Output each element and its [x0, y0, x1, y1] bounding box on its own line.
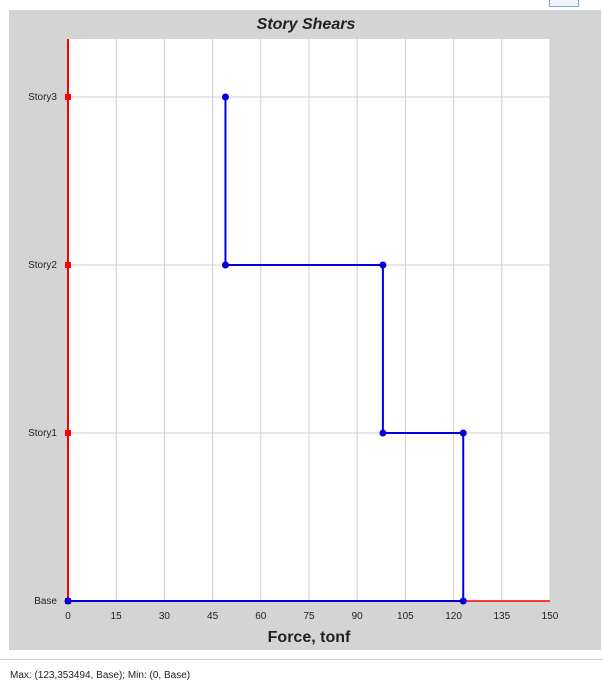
data-point: [221, 93, 229, 101]
x-tick-label: 90: [352, 611, 364, 622]
series-group: [64, 93, 467, 605]
x-tick-label: 30: [159, 611, 171, 622]
data-point: [459, 597, 467, 605]
y-axis-marker: [65, 262, 71, 268]
chart-title: Story Shears: [257, 16, 356, 33]
window-control-button[interactable]: [549, 0, 579, 7]
x-tick-label: 15: [111, 611, 123, 622]
status-text: Max: (123,353494, Base); Min: (0, Base): [10, 670, 191, 681]
status-bar: Max: (123,353494, Base); Min: (0, Base): [0, 659, 603, 686]
story-shears-chart: 0 15 30 45 60 75 90 105 120 135 150 Base Story1 Stor…: [28, 16, 559, 646]
x-axis-label: Force, tonf: [268, 629, 351, 646]
x-tick-labels: 0 15 30 45 60 75 90 105 120 135 150: [65, 611, 559, 622]
x-tick-label: 60: [255, 611, 267, 622]
y-tick-labels: Base Story1 Story2 Story3: [28, 92, 57, 607]
data-point: [64, 597, 72, 605]
x-tick-label: 150: [542, 611, 559, 622]
data-point: [379, 261, 387, 269]
x-tick-label: 135: [493, 611, 510, 622]
y-tick-label: Story2: [28, 260, 57, 271]
data-point: [459, 429, 467, 437]
y-axis-marker: [65, 430, 71, 436]
x-tick-label: 120: [445, 611, 462, 622]
data-point: [379, 429, 387, 437]
data-point: [221, 261, 229, 269]
x-tick-label: 75: [303, 611, 315, 622]
y-axis-marker: [65, 94, 71, 100]
y-tick-label: Base: [34, 596, 57, 607]
y-tick-label: Story3: [28, 92, 57, 103]
x-tick-label: 105: [397, 611, 414, 622]
x-tick-label: 0: [65, 611, 71, 622]
x-tick-label: 45: [207, 611, 219, 622]
y-tick-label: Story1: [28, 428, 57, 439]
grid-lines: [68, 39, 551, 601]
